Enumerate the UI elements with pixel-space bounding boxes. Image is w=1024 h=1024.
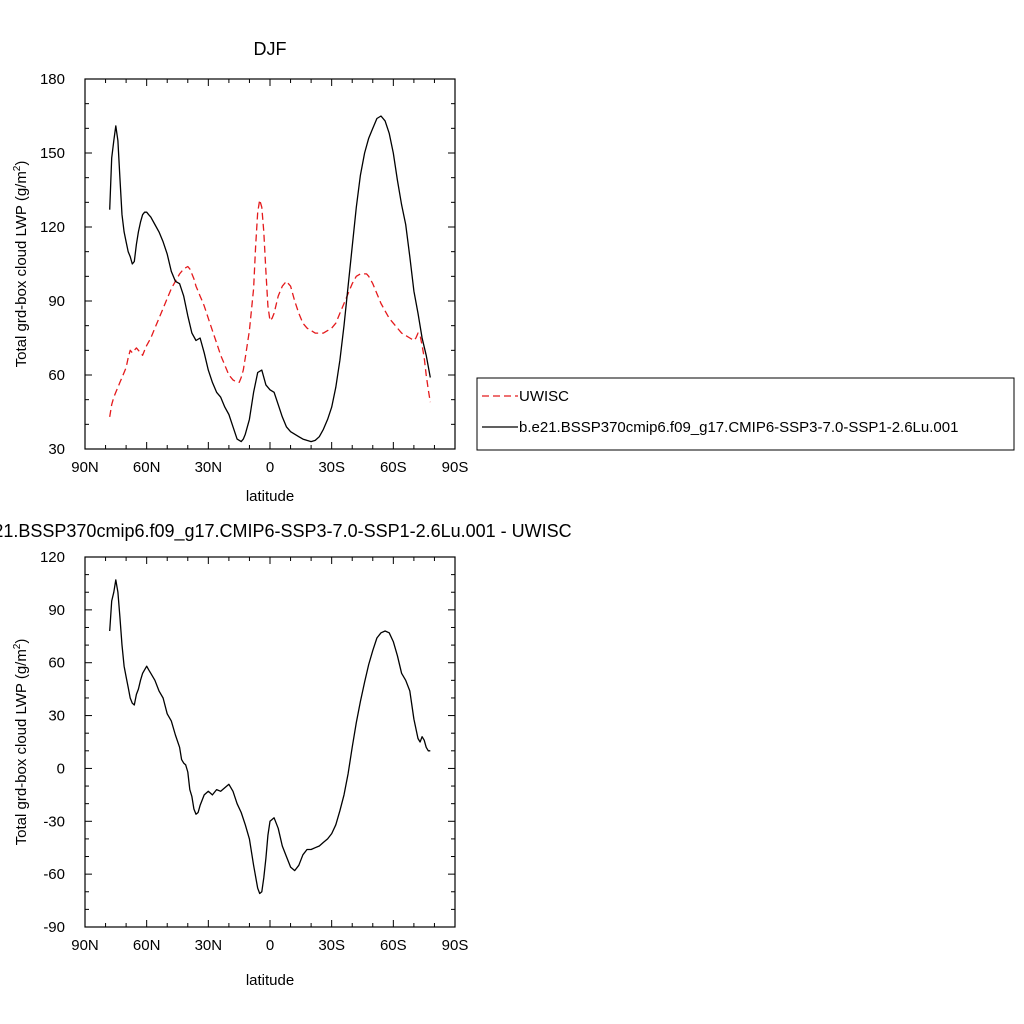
top-x-tick-label: 90N bbox=[71, 459, 99, 476]
bottom-y-tick-label: -60 bbox=[43, 866, 65, 883]
bottom-series-line-model bbox=[109, 579, 431, 895]
top-y-tick-label: 30 bbox=[48, 441, 65, 458]
top-x-tick-label: 60S bbox=[380, 459, 407, 476]
top-plot-series bbox=[109, 115, 431, 443]
top-plot-frame bbox=[84, 78, 456, 450]
bottom-x-tick-label: 30S bbox=[318, 937, 345, 954]
bottom-y-tick-label: -30 bbox=[43, 813, 65, 830]
top-x-tick-label: 0 bbox=[266, 459, 274, 476]
bottom-chart-title: b.e21.BSSP370cmip6.f09_g17.CMIP6-SSP3-7.… bbox=[0, 521, 572, 542]
top-series-line-model bbox=[109, 115, 431, 443]
legend: UWISC b.e21.BSSP370cmip6.f09_g17.CMIP6-S… bbox=[476, 377, 1015, 451]
top-series-line-uwisc bbox=[109, 199, 431, 418]
bottom-axis-ticks bbox=[84, 556, 456, 928]
top-panel: DJF 90N 60N 30N 0 30S 60S 90S 306090120150180 … bbox=[12, 39, 468, 505]
top-y-axis-label: Total grd-box cloud LWP (g/m2) bbox=[12, 161, 30, 368]
bottom-y-tick-label: 60 bbox=[48, 655, 65, 672]
top-y-tick-label: 120 bbox=[40, 219, 65, 236]
legend-uwisc-label: UWISC bbox=[519, 388, 569, 405]
bottom-x-tick-label: 90S bbox=[442, 937, 469, 954]
top-y-tick-label: 180 bbox=[40, 71, 65, 88]
bottom-x-tick-label: 60N bbox=[133, 937, 161, 954]
top-x-tick-label: 30S bbox=[318, 459, 345, 476]
bottom-x-tick-label: 0 bbox=[266, 937, 274, 954]
bottom-y-tick-labels: -90 -60 -30 0 30 60 90 120 bbox=[40, 549, 65, 936]
bottom-y-tick-label: 0 bbox=[57, 760, 65, 777]
bottom-x-tick-labels: 90N 60N 30N 0 30S 60S 90S bbox=[71, 937, 468, 954]
top-x-tick-label: 60N bbox=[133, 459, 161, 476]
top-x-tick-label: 90S bbox=[442, 459, 469, 476]
top-x-axis-label: latitude bbox=[246, 488, 294, 505]
bottom-plot-series bbox=[109, 579, 431, 895]
bottom-panel: b.e21.BSSP370cmip6.f09_g17.CMIP6-SSP3-7.… bbox=[0, 521, 572, 989]
bottom-x-axis-label: latitude bbox=[246, 972, 294, 989]
bottom-x-tick-label: 60S bbox=[380, 937, 407, 954]
top-axis-ticks bbox=[84, 78, 456, 450]
top-chart-title: DJF bbox=[254, 39, 287, 59]
legend-box bbox=[476, 377, 1015, 451]
bottom-y-tick-label: 90 bbox=[48, 602, 65, 619]
bottom-y-tick-label: -90 bbox=[43, 919, 65, 936]
bottom-x-tick-label: 90N bbox=[71, 937, 99, 954]
bottom-y-axis-label: Total grd-box cloud LWP (g/m2) bbox=[12, 639, 30, 846]
top-x-tick-labels: 90N 60N 30N 0 30S 60S 90S bbox=[71, 459, 468, 476]
top-y-tick-label: 60 bbox=[48, 367, 65, 384]
top-y-tick-label: 150 bbox=[40, 145, 65, 162]
bottom-plot-frame bbox=[84, 556, 456, 928]
bottom-y-tick-label: 120 bbox=[40, 549, 65, 566]
legend-model-label: b.e21.BSSP370cmip6.f09_g17.CMIP6-SSP3-7.… bbox=[519, 419, 958, 436]
top-y-tick-label: 90 bbox=[48, 293, 65, 310]
top-y-tick-labels: 30 60 90 120 150 180 bbox=[40, 71, 65, 458]
top-x-tick-label: 30N bbox=[195, 459, 223, 476]
bottom-x-tick-label: 30N bbox=[195, 937, 223, 954]
bottom-y-tick-label: 30 bbox=[48, 708, 65, 725]
